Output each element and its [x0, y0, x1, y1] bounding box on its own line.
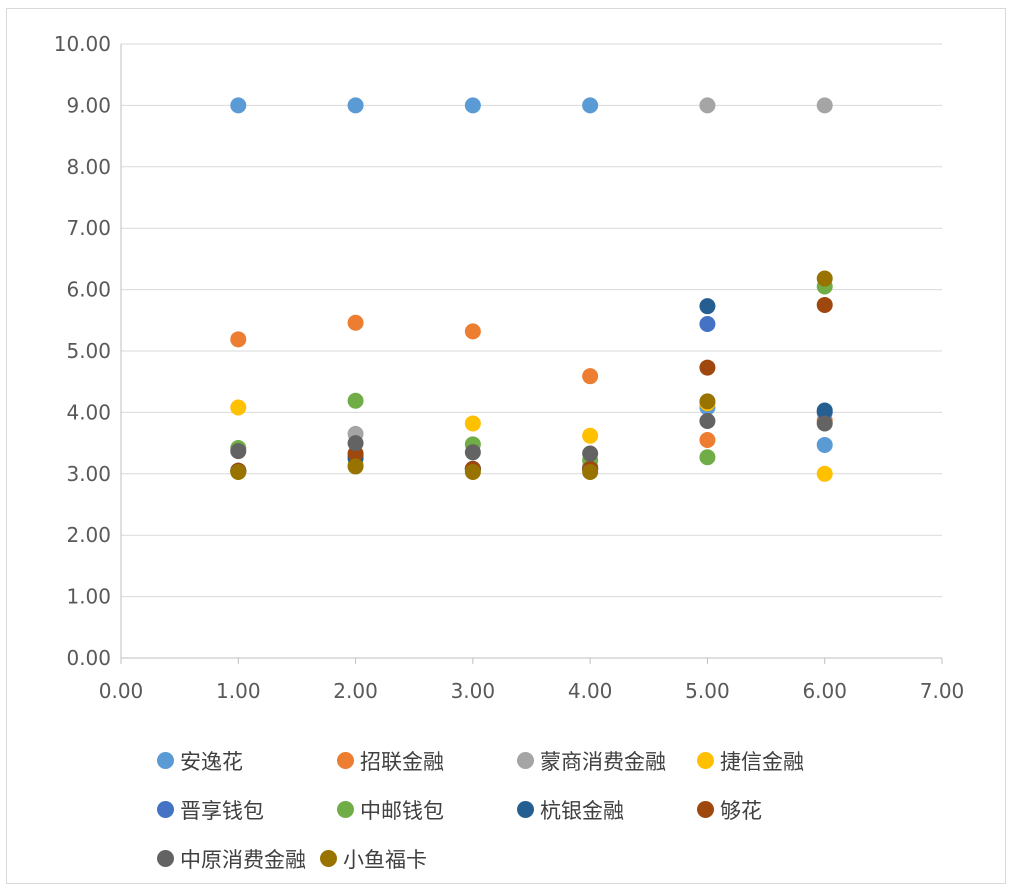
legend-marker — [517, 801, 534, 818]
legend-item: 蒙商消费金融 — [517, 746, 697, 776]
legend-label: 招联金融 — [360, 749, 444, 774]
data-point — [816, 415, 833, 432]
x-tick-label: 0.00 — [99, 679, 144, 703]
data-point — [464, 323, 481, 340]
data-point — [699, 393, 716, 410]
data-point — [582, 445, 599, 462]
data-point — [230, 463, 247, 480]
legend-marker — [697, 752, 714, 769]
legend-item: 小鱼福卡 — [320, 844, 500, 874]
x-tick-label: 3.00 — [451, 679, 496, 703]
data-point — [816, 97, 833, 114]
x-tick-label: 1.00 — [216, 679, 261, 703]
legend-marker — [157, 752, 174, 769]
legend-label: 蒙商消费金融 — [540, 749, 666, 774]
legend-marker — [337, 752, 354, 769]
x-axis-tick-labels: 0.00 1.00 2.00 3.00 4.00 5.00 6.00 7.00 — [99, 679, 965, 703]
data-point — [464, 97, 481, 114]
data-point — [464, 463, 481, 480]
legend: 安逸花 招联金融 蒙商消费金融 捷信金融 晋享钱包 中邮钱包 杭银金融 够花 中原消费金融 小… — [157, 736, 877, 883]
x-tick-label: 2.00 — [333, 679, 378, 703]
y-tick-label: 0.00 — [66, 646, 111, 670]
y-tick-label: 1.00 — [66, 585, 111, 609]
legend-label: 杭银金融 — [540, 798, 624, 823]
legend-marker — [337, 801, 354, 818]
legend-row: 中原消费金融 小鱼福卡 — [157, 834, 877, 883]
data-point — [347, 458, 364, 475]
legend-label: 中原消费金融 — [180, 847, 306, 872]
data-point — [699, 359, 716, 376]
data-point — [230, 443, 247, 460]
data-point — [816, 402, 833, 419]
axes — [120, 44, 943, 664]
legend-marker — [517, 752, 534, 769]
data-point — [347, 97, 364, 114]
x-tick-label: 4.00 — [568, 679, 613, 703]
y-tick-label: 10.00 — [54, 32, 111, 56]
legend-label: 中邮钱包 — [360, 798, 444, 823]
legend-row: 安逸花 招联金融 蒙商消费金融 捷信金融 — [157, 736, 877, 785]
data-point — [816, 296, 833, 313]
y-tick-label: 5.00 — [66, 339, 111, 363]
data-point — [347, 314, 364, 331]
legend-item: 安逸花 — [157, 746, 337, 776]
legend-label: 捷信金融 — [720, 749, 804, 774]
x-tick-label: 6.00 — [802, 679, 847, 703]
legend-item: 晋享钱包 — [157, 795, 337, 825]
legend-item: 捷信金融 — [697, 746, 877, 776]
data-point — [699, 449, 716, 466]
y-tick-label: 8.00 — [66, 155, 111, 179]
legend-row: 晋享钱包 中邮钱包 杭银金融 够花 — [157, 785, 877, 834]
data-point — [699, 97, 716, 114]
data-point — [816, 465, 833, 482]
scatter-chart: 0.00 1.00 2.00 3.00 4.00 5.00 6.00 7.00 8.00 9.00… — [54, 32, 965, 703]
data-point — [699, 298, 716, 315]
data-point — [699, 432, 716, 449]
legend-item: 中原消费金融 — [157, 844, 306, 874]
data-point — [347, 435, 364, 452]
legend-marker — [157, 850, 174, 867]
y-tick-label: 2.00 — [66, 523, 111, 547]
y-tick-label: 3.00 — [66, 462, 111, 486]
legend-item: 杭银金融 — [517, 795, 697, 825]
y-tick-label: 6.00 — [66, 278, 111, 302]
data-point — [230, 399, 247, 416]
chart-frame: 0.00 1.00 2.00 3.00 4.00 5.00 6.00 7.00 8.00 9.00… — [6, 8, 1006, 884]
legend-label: 晋享钱包 — [180, 798, 264, 823]
legend-label: 安逸花 — [180, 749, 243, 774]
data-point — [582, 97, 599, 114]
data-point — [816, 436, 833, 453]
legend-label: 小鱼福卡 — [343, 847, 427, 872]
legend-marker — [697, 801, 714, 818]
data-point — [582, 463, 599, 480]
y-tick-label: 4.00 — [66, 400, 111, 424]
y-tick-label: 9.00 — [66, 93, 111, 117]
y-axis-tick-labels: 0.00 1.00 2.00 3.00 4.00 5.00 6.00 7.00 8.00 9.00… — [54, 32, 111, 670]
legend-item: 中邮钱包 — [337, 795, 517, 825]
legend-marker — [320, 850, 337, 867]
x-tick-label: 7.00 — [920, 679, 965, 703]
gridlines — [121, 43, 942, 598]
data-point — [347, 392, 364, 409]
data-points — [230, 97, 833, 482]
legend-marker — [157, 801, 174, 818]
y-tick-label: 7.00 — [66, 216, 111, 240]
data-point — [464, 444, 481, 461]
data-point — [582, 368, 599, 385]
legend-item: 招联金融 — [337, 746, 517, 776]
data-point — [699, 412, 716, 429]
data-point — [464, 415, 481, 432]
data-point — [230, 97, 247, 114]
data-point — [582, 427, 599, 444]
data-point — [699, 315, 716, 332]
legend-item: 够花 — [697, 795, 877, 825]
legend-label: 够花 — [720, 798, 762, 823]
data-point — [816, 270, 833, 287]
data-point — [230, 331, 247, 348]
x-tick-label: 5.00 — [685, 679, 730, 703]
